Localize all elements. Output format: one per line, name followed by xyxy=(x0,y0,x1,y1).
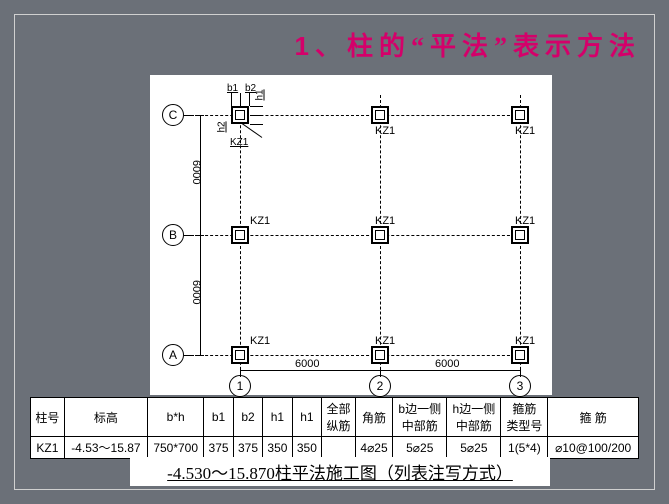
dim-h-span2: 6000 xyxy=(435,358,459,370)
tick xyxy=(240,93,241,106)
axis-col-3: 3 xyxy=(509,375,531,397)
slide-title: 1、柱的“平法”表示方法 xyxy=(0,26,641,63)
column-a3 xyxy=(511,346,529,364)
table-data-cell: 375 xyxy=(233,437,262,459)
figure-caption: -4.530～15.870柱平法施工图（列表注写方式） xyxy=(130,457,550,486)
table-data-cell: 5⌀25 xyxy=(393,437,447,459)
axis-tick xyxy=(520,367,521,377)
axis-col-2: 2 xyxy=(369,375,391,397)
table-header-cell: 箍筋类型号 xyxy=(501,398,548,437)
detail-h1: h1 xyxy=(255,89,266,100)
axis-row-b: B xyxy=(162,224,184,246)
kz-label: KZ1 xyxy=(515,215,535,227)
dim-tick xyxy=(196,235,204,236)
axis-tick xyxy=(380,367,381,377)
column-a1 xyxy=(231,346,249,364)
column-c3 xyxy=(511,106,529,124)
axis-tick xyxy=(240,367,241,377)
tick xyxy=(250,115,263,116)
column-b3 xyxy=(511,226,529,244)
table-data-cell: 4⌀25 xyxy=(355,437,392,459)
table-data-cell: 350 xyxy=(263,437,292,459)
table-header-cell: b2 xyxy=(233,398,262,437)
axis-tick xyxy=(184,235,194,236)
table-data-cell: 375 xyxy=(204,437,233,459)
tick xyxy=(249,93,250,106)
table-data-cell: 750*700 xyxy=(148,437,204,459)
dim-h-span1: 6000 xyxy=(295,358,319,370)
table-header-cell: 全部纵筋 xyxy=(322,398,356,437)
column-b1 xyxy=(231,226,249,244)
dim-tick xyxy=(196,355,204,356)
table-header-cell: 角筋 xyxy=(355,398,392,437)
detail-b1: b1 xyxy=(227,83,238,94)
title-number: 1、 xyxy=(295,31,347,61)
dim-line-h xyxy=(240,370,520,371)
table-data-cell: 5⌀25 xyxy=(447,437,501,459)
table-data-cell: ⌀10@100/200 xyxy=(548,437,639,459)
kz-label: KZ1 xyxy=(250,215,270,227)
table-header-row: 柱号标高b*hb1b2h1h1全部纵筋角筋b边一侧中部筋h边一侧中部筋箍筋类型号… xyxy=(31,398,639,437)
detail-h2: h2 xyxy=(217,121,228,132)
kz-label: KZ1 xyxy=(375,335,395,347)
axis-row-a: A xyxy=(162,344,184,366)
kz-label: KZ1 xyxy=(515,335,535,347)
column-a2 xyxy=(371,346,389,364)
detail-kz1: KZ1 xyxy=(230,137,248,148)
dim-v-span1: 6000 xyxy=(190,160,202,184)
dim-v-span2: 6000 xyxy=(190,280,202,304)
kz-label: KZ1 xyxy=(250,335,270,347)
table-header-cell: b*h xyxy=(148,398,204,437)
table-data-cell: KZ1 xyxy=(31,437,65,459)
axis-row-c: C xyxy=(162,104,184,126)
column-table: 柱号标高b*hb1b2h1h1全部纵筋角筋b边一侧中部筋h边一侧中部筋箍筋类型号… xyxy=(30,397,639,459)
axis-col-1: 1 xyxy=(229,375,251,397)
table-header-cell: b边一侧中部筋 xyxy=(393,398,447,437)
tick xyxy=(250,124,263,125)
table-data-cell xyxy=(322,437,356,459)
column-c1 xyxy=(231,106,249,124)
kz-label: KZ1 xyxy=(375,125,395,137)
leader-line xyxy=(241,123,262,138)
table-data-cell: 350 xyxy=(292,437,321,459)
column-c2 xyxy=(371,106,389,124)
table-header-cell: 箍 筋 xyxy=(548,398,639,437)
table-header-cell: h1 xyxy=(292,398,321,437)
table-header-cell: b1 xyxy=(204,398,233,437)
column-b2 xyxy=(371,226,389,244)
table-data-cell: 1(5*4) xyxy=(501,437,548,459)
tick xyxy=(250,106,263,107)
tick xyxy=(231,93,232,106)
table-data-cell: -4.53～15.87 xyxy=(64,437,147,459)
table-header-cell: h边一侧中部筋 xyxy=(447,398,501,437)
table-header-cell: h1 xyxy=(263,398,292,437)
title-text: 柱的“平法”表示方法 xyxy=(347,32,641,61)
table-header-cell: 标高 xyxy=(64,398,147,437)
kz-label: KZ1 xyxy=(515,125,535,137)
axis-tick xyxy=(184,115,194,116)
table-data-row: KZ1-4.53～15.87750*7003753753503504⌀255⌀2… xyxy=(31,437,639,459)
axis-tick xyxy=(184,355,194,356)
dim-tick xyxy=(196,115,204,116)
plan-diagram: KZ1 KZ1 KZ1 KZ1 KZ1 KZ1 KZ1 KZ1 b1 b2 h1… xyxy=(150,75,552,395)
table-header-cell: 柱号 xyxy=(31,398,65,437)
kz-label: KZ1 xyxy=(375,215,395,227)
